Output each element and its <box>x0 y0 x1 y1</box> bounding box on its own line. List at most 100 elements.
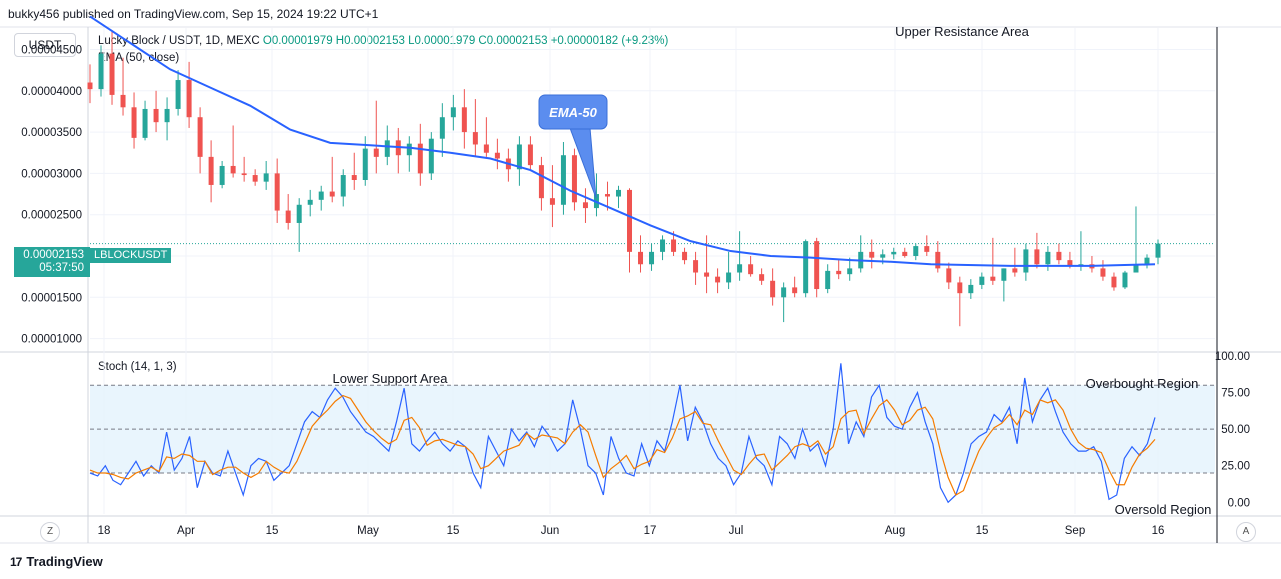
candle-body <box>131 107 137 138</box>
candle-body <box>638 251 644 265</box>
candle-body <box>781 287 787 298</box>
candle-body <box>186 80 192 118</box>
candle-body <box>516 144 522 170</box>
candle-body <box>825 270 831 290</box>
candle-body <box>847 268 853 275</box>
lower-support-label: Lower Support Area <box>333 371 449 386</box>
price-tick-label: 0.00001500 <box>21 292 82 304</box>
symbol-legend: Lucky Block / USDT, 1D, MEXC O0.00001979… <box>98 35 668 47</box>
price-tick-label: 0.00004000 <box>21 86 82 98</box>
candle-body <box>627 189 633 252</box>
candle-body <box>979 276 985 285</box>
candle-body <box>880 254 886 258</box>
candle-body <box>329 191 335 197</box>
price-change: +0.00000182 (+9.23%) <box>550 35 669 47</box>
candle-body <box>615 189 621 197</box>
publisher-line: bukky456 published on TradingView.com, S… <box>8 7 379 21</box>
candle-body <box>285 210 291 223</box>
candle-body <box>990 276 996 281</box>
bar-countdown: 05:37:50 <box>39 262 84 274</box>
candle-body <box>406 143 412 156</box>
candle-body <box>913 246 919 256</box>
time-tick-label: Aug <box>885 525 905 537</box>
candle-body <box>1001 268 1007 281</box>
candle-body <box>219 165 225 185</box>
candle-body <box>891 251 897 255</box>
candle-body <box>1012 268 1018 273</box>
candle-body <box>1144 257 1150 265</box>
candle-body <box>1034 249 1040 265</box>
candle-body <box>671 239 677 252</box>
tradingview-mark-icon: 17 <box>10 554 22 569</box>
time-tick-label: May <box>357 525 379 537</box>
candle-body <box>836 270 842 275</box>
candle-body <box>593 194 599 209</box>
time-tick-label: 16 <box>1152 525 1165 537</box>
candle-body <box>902 251 908 256</box>
ema-legend: EMA (50, close) <box>98 52 180 64</box>
currency-button[interactable]: USDT <box>14 33 76 57</box>
stoch-d-line <box>89 394 1156 496</box>
candle-body <box>869 251 875 258</box>
candle-body <box>87 82 93 90</box>
candle-body <box>560 155 566 205</box>
ema-callout-label: EMA-50 <box>549 105 597 120</box>
time-tick-label: Sep <box>1065 525 1085 537</box>
time-tick-label: Apr <box>177 525 195 537</box>
ticker-tag: LBLOCKUSDT <box>90 248 172 263</box>
time-tick-label: 17 <box>644 525 657 537</box>
time-tick-label: Jul <box>729 525 744 537</box>
tradingview-wordmark: TradingView <box>26 554 103 569</box>
candle-body <box>1122 272 1128 288</box>
candle-body <box>417 143 423 174</box>
candle-body <box>527 144 533 166</box>
time-tick-label: 18 <box>98 525 111 537</box>
candle-body <box>384 140 390 157</box>
candle-body <box>505 158 511 170</box>
candle-body <box>494 152 500 159</box>
candle-body <box>1100 268 1106 277</box>
candle-body <box>792 287 798 294</box>
candle-body <box>1067 260 1073 266</box>
auto-scale-button[interactable]: A <box>1236 522 1256 542</box>
candle-body <box>208 156 214 185</box>
candle-body <box>373 148 379 157</box>
candle-body <box>428 138 434 174</box>
candle-body <box>252 175 258 182</box>
stoch-tick-label: 25.00 <box>1221 461 1250 473</box>
candle-body <box>153 108 159 123</box>
candle-body <box>1089 264 1095 269</box>
ohlc-high: H0.00002153 <box>335 35 405 47</box>
candle-body <box>582 202 588 209</box>
candle-body <box>704 272 710 277</box>
time-tick-label: 15 <box>447 525 460 537</box>
candle-body <box>814 241 820 290</box>
candle-body <box>450 107 456 118</box>
price-tick-label: 0.00002500 <box>21 210 82 222</box>
zoom-button[interactable]: Z <box>40 522 60 542</box>
ohlc-open: O0.00001979 <box>262 35 333 47</box>
candle-body <box>340 175 346 197</box>
candle-body <box>858 251 864 269</box>
candle-body <box>351 175 357 180</box>
candle-body <box>748 264 754 275</box>
candle-body <box>318 191 324 200</box>
time-tick-label: 15 <box>976 525 989 537</box>
time-tick-label: Jun <box>541 525 560 537</box>
stoch-k-line <box>89 363 1156 504</box>
candle-body <box>1111 276 1117 288</box>
candle-body <box>230 165 236 174</box>
price-tick-label: 0.00003500 <box>21 127 82 139</box>
ohlc-low: L0.00001979 <box>408 35 476 47</box>
candle-body <box>296 204 302 223</box>
candle-body <box>164 108 170 123</box>
candle-body <box>803 241 809 294</box>
last-price: 0.00002153 <box>23 249 84 261</box>
candle-body <box>549 198 555 205</box>
candle-body <box>1056 251 1062 261</box>
candle-body <box>538 165 544 199</box>
candle-body <box>924 246 930 252</box>
candle-body <box>759 274 765 281</box>
upper-resistance-label: Upper Resistance Area <box>895 24 1029 39</box>
